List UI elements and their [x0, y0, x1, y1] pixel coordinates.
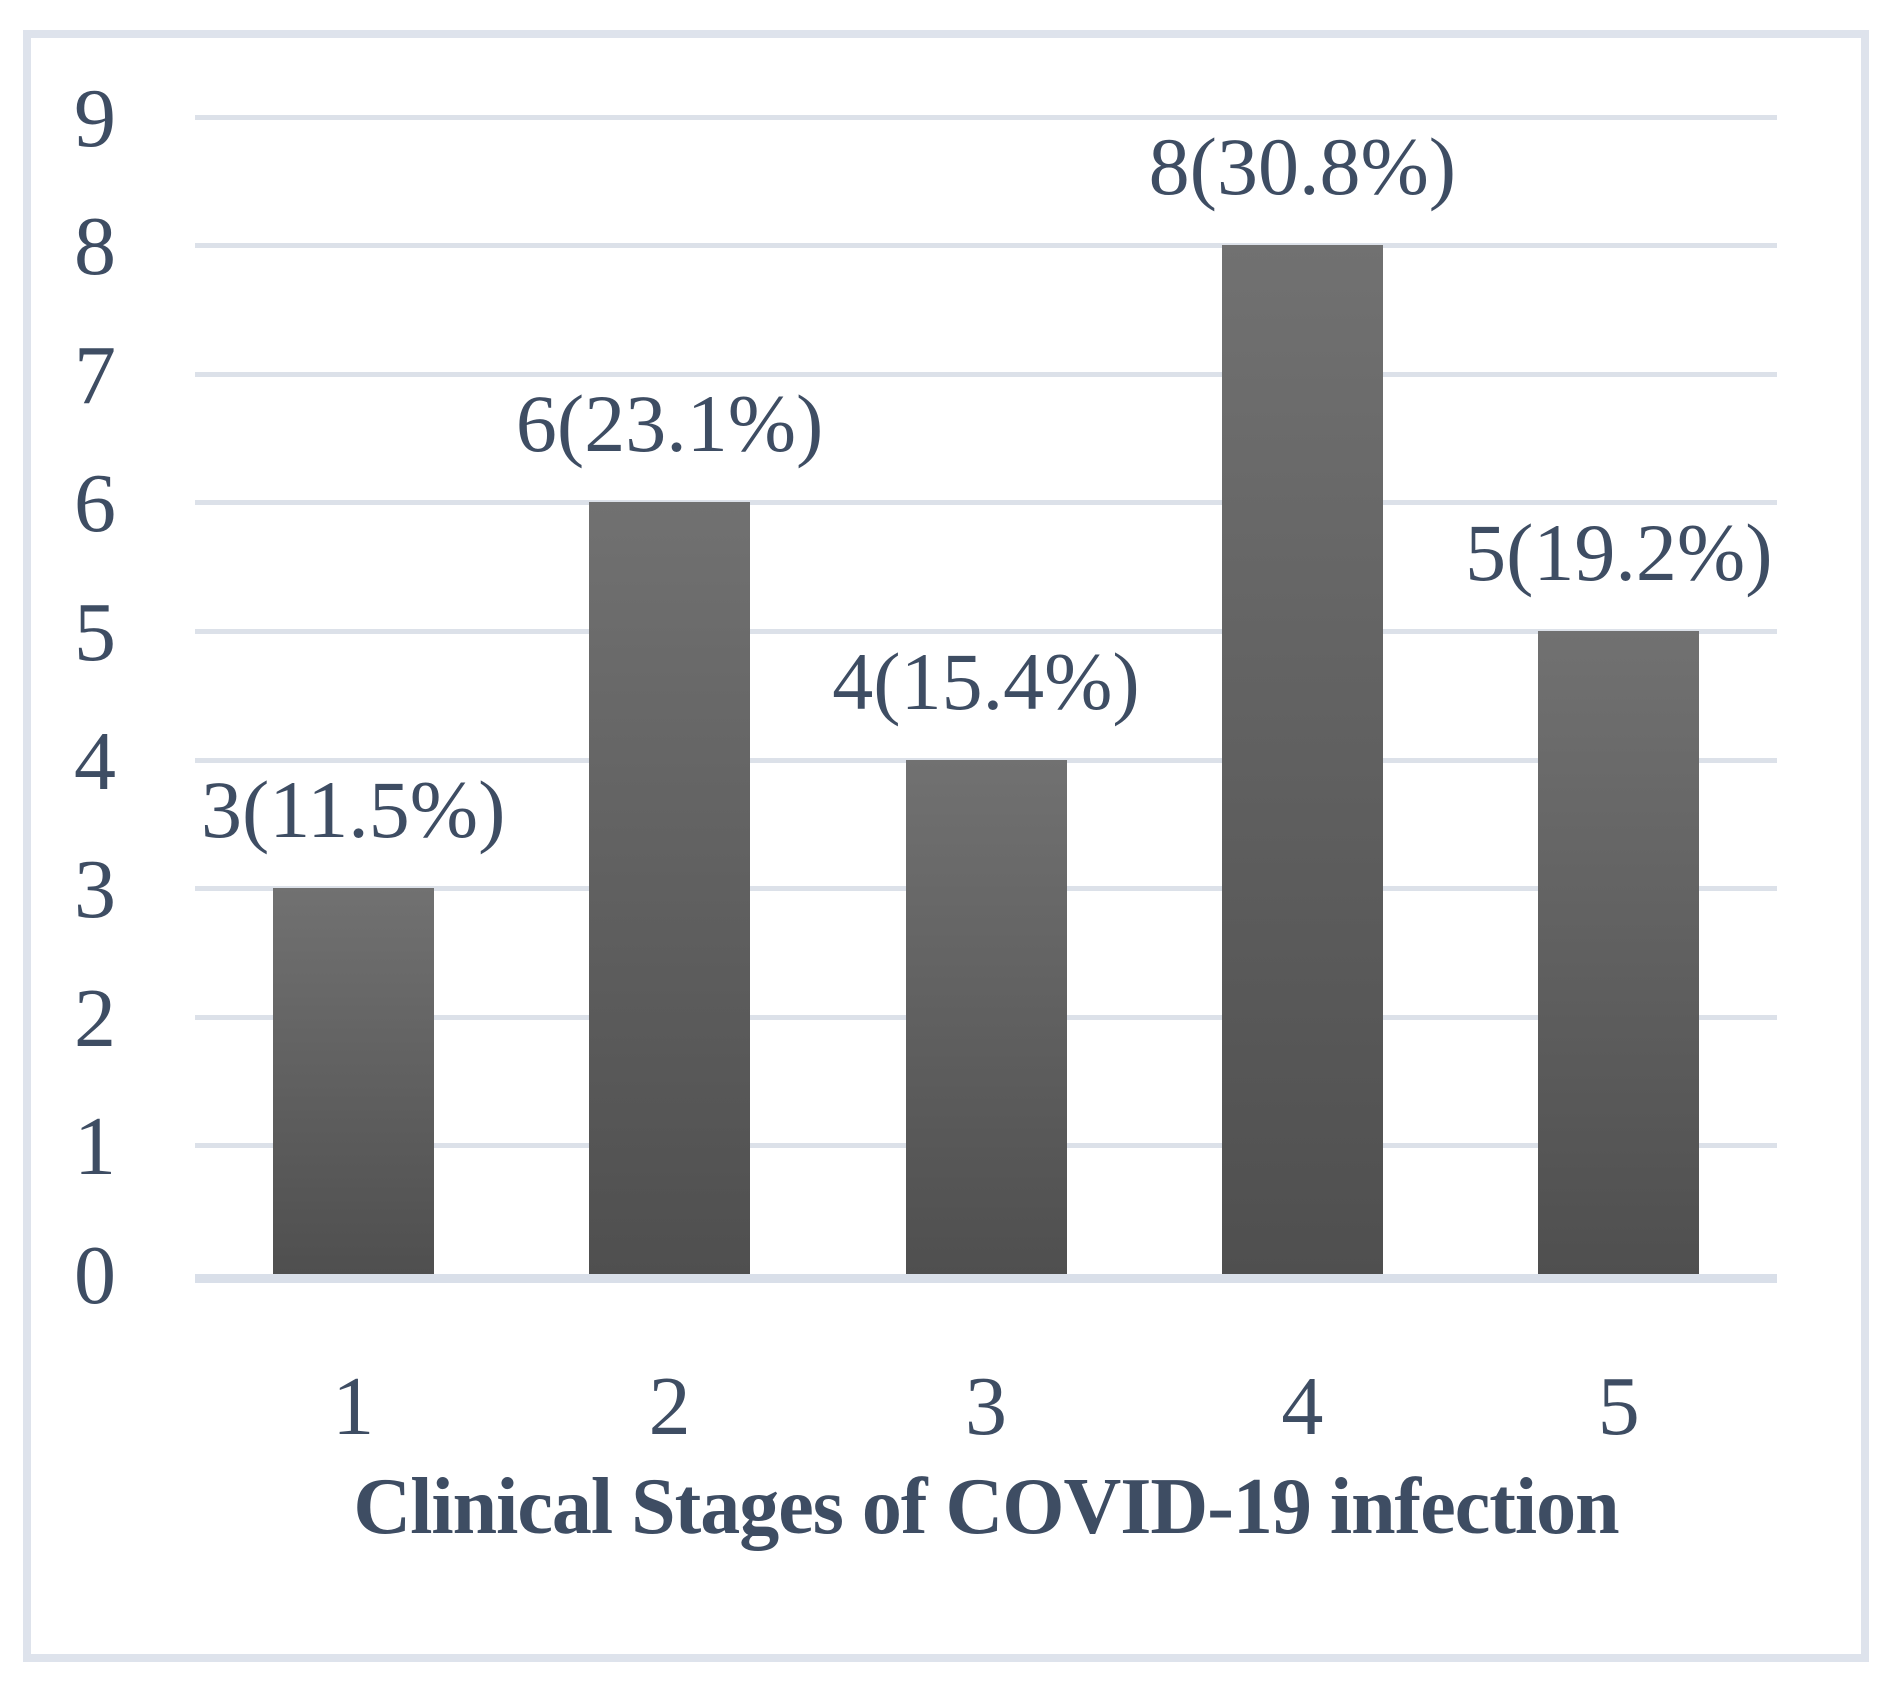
bar — [589, 502, 751, 1274]
x-tick-label: 2 — [648, 1360, 691, 1453]
bar — [272, 888, 434, 1274]
y-tick-label: 7 — [74, 328, 116, 422]
bar-value-label: 6(23.1%) — [515, 378, 824, 470]
y-tick-label: 9 — [74, 71, 116, 165]
y-tick-label: 6 — [74, 457, 116, 551]
x-tick-label: 1 — [332, 1360, 375, 1453]
gridline — [195, 500, 1777, 506]
y-tick-label: 1 — [74, 1100, 116, 1194]
bar-value-label: 4(15.4%) — [832, 635, 1140, 727]
bar-value-label: 5(19.2%) — [1465, 507, 1773, 598]
y-tick-label: 3 — [74, 843, 116, 937]
x-axis-line — [195, 1274, 1777, 1283]
bar — [1538, 631, 1700, 1274]
bar-value-label: 3(11.5%) — [200, 764, 506, 856]
x-tick-label: 5 — [1597, 1360, 1640, 1453]
x-axis-title: Clinical Stages of COVID-19 infection — [353, 1463, 1619, 1551]
bar-value-label: 8(30.8%) — [1148, 121, 1457, 213]
gridline — [195, 243, 1777, 249]
y-tick-label: 5 — [74, 586, 116, 679]
gridline — [195, 114, 1777, 120]
y-tick-label: 4 — [74, 714, 116, 808]
gridline — [195, 629, 1777, 634]
y-tick-label: 8 — [74, 200, 116, 294]
bar — [1221, 245, 1383, 1274]
bar — [905, 759, 1067, 1274]
y-tick-label: 0 — [74, 1229, 116, 1322]
gridline — [195, 371, 1777, 377]
y-tick-label: 2 — [74, 971, 116, 1065]
x-tick-label: 3 — [965, 1360, 1007, 1453]
x-tick-label: 4 — [1281, 1360, 1324, 1453]
